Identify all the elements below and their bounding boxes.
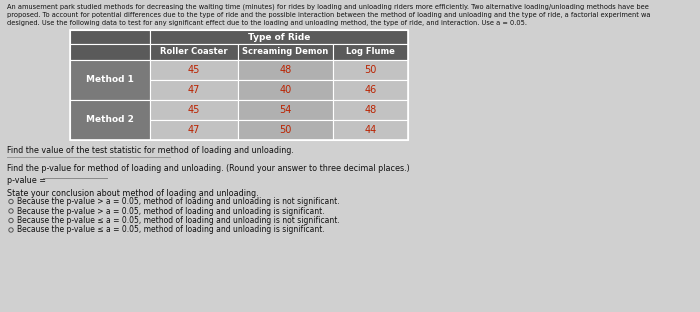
Bar [150,60,238,80]
Text: Roller Coaster: Roller Coaster [160,47,228,56]
Bar [238,120,333,140]
Text: Method 1: Method 1 [86,76,134,85]
Bar [238,100,333,120]
Bar [333,60,408,80]
Text: 47: 47 [188,85,200,95]
Text: 48: 48 [279,65,292,75]
Bar [70,30,150,44]
Bar [333,100,408,120]
Text: 44: 44 [365,125,377,135]
Bar [70,100,150,140]
Text: 50: 50 [279,125,292,135]
Text: 54: 54 [279,105,292,115]
Text: An amusement park studied methods for decreasing the waiting time (minutes) for : An amusement park studied methods for de… [7,3,649,9]
Bar [238,44,333,60]
Text: Type of Ride: Type of Ride [248,32,310,41]
Text: designed. Use the following data to test for any significant effect due to the l: designed. Use the following data to test… [7,20,527,26]
Text: p-value =: p-value = [7,176,46,185]
Bar [238,80,333,100]
Text: 45: 45 [188,65,200,75]
Bar [238,60,333,80]
Bar [150,120,238,140]
Text: Screaming Demon: Screaming Demon [242,47,328,56]
Text: Because the p-value > a = 0.05, method of loading and unloading is not significa: Because the p-value > a = 0.05, method o… [17,197,340,206]
Text: Find the p-value for method of loading and unloading. (Round your answer to thre: Find the p-value for method of loading a… [7,164,409,173]
Bar [70,30,408,140]
Bar [333,44,408,60]
Text: Log Flume: Log Flume [346,47,395,56]
Bar [70,44,150,60]
Text: 40: 40 [279,85,292,95]
Text: Because the p-value > a = 0.05, method of loading and unloading is significant.: Because the p-value > a = 0.05, method o… [17,207,325,216]
Text: 47: 47 [188,125,200,135]
Bar [333,80,408,100]
Text: State your conclusion about method of loading and unloading.: State your conclusion about method of lo… [7,189,258,198]
Text: Find the value of the test statistic for method of loading and unloading.: Find the value of the test statistic for… [7,146,294,155]
Bar [150,100,238,120]
Bar [70,60,150,100]
Text: 45: 45 [188,105,200,115]
Bar [150,80,238,100]
Text: 48: 48 [365,105,377,115]
Text: Because the p-value ≤ a = 0.05, method of loading and unloading is not significa: Because the p-value ≤ a = 0.05, method o… [17,216,340,225]
Text: 50: 50 [364,65,377,75]
Text: proposed. To account for potential differences due to the type of ride and the p: proposed. To account for potential diffe… [7,12,650,17]
Text: Method 2: Method 2 [86,115,134,124]
Bar [150,30,408,44]
Bar [333,120,408,140]
Text: 46: 46 [365,85,377,95]
Text: Because the p-value ≤ a = 0.05, method of loading and unloading is significant.: Because the p-value ≤ a = 0.05, method o… [17,226,325,235]
Bar [150,44,238,60]
